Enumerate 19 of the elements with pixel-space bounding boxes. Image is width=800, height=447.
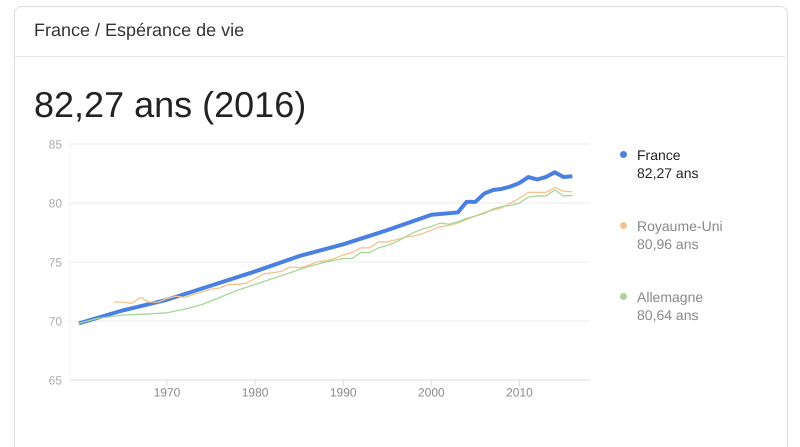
y-tick-label: 70 [48,314,62,328]
y-tick-label: 80 [48,196,62,210]
legend-label: Allemagne [637,288,704,306]
x-tick-label: 2010 [506,386,534,400]
chart-title: France / Espérance de vie [34,20,244,41]
line-series [113,187,574,304]
y-tick-label: 85 [48,137,62,152]
y-tick-label: 65 [48,373,62,388]
text: 82,27 ans [637,164,700,182]
y-tick-label: 75 [48,255,62,270]
x-tick-label: 2000 [418,386,446,400]
chart-subtitle: 82,27 ans (2016) [34,84,306,126]
legend-label: France [637,146,682,164]
text: 80,96 ans [637,235,700,253]
x-tick-label: 1990 [330,386,357,400]
x-tick-label: 1980 [242,386,269,400]
legend-label: Royaume-Uni [637,217,723,235]
x-tick-label: 1970 [154,386,181,400]
text: 80,64 ans [637,306,700,324]
